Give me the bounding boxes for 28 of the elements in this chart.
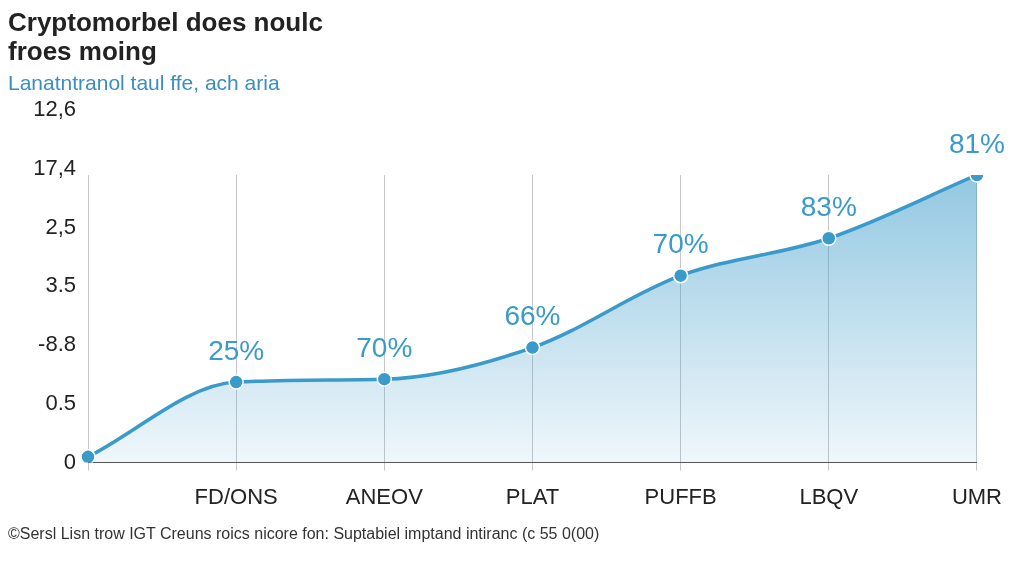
x-tick-label: ANEOV [345, 484, 424, 510]
x-tick-label: UMR [951, 484, 1002, 510]
text: 17,4 [33, 155, 76, 181]
x-tick-label: LBQV [799, 484, 859, 510]
text: ©Sersl Lisn trow IGT Creuns roics nicore fon: Suptabiel imptand intiranc (c 55 0(00) [8, 525, 601, 544]
text: 0.5 [45, 390, 76, 416]
text: 3.5 [45, 272, 76, 298]
annotation: 70% [356, 332, 413, 364]
point [376, 371, 393, 388]
text: -8.8 [38, 331, 76, 357]
x-tick-label: PUFFB [644, 484, 717, 510]
text: 0 [63, 448, 76, 474]
point [524, 340, 541, 356]
point [672, 268, 689, 284]
point [228, 374, 244, 391]
point [821, 230, 837, 247]
x-tick-label: PLAT [505, 484, 560, 510]
text: 81% [948, 127, 1005, 159]
annotation: 70% [652, 228, 709, 260]
annotation: 83% [800, 191, 857, 223]
chart-subtitle: Lanatntranol taul ffe, ach aria [8, 71, 281, 96]
text: 12,6 [33, 96, 76, 122]
text: 2,5 [45, 213, 76, 239]
point [80, 449, 96, 463]
x-tick-label: FD/ONS [194, 484, 278, 510]
annotation: 25% [208, 334, 265, 366]
chart-title: Cryptomorbel does noulc froes moing [8, 7, 324, 66]
annotation: 66% [504, 300, 561, 332]
